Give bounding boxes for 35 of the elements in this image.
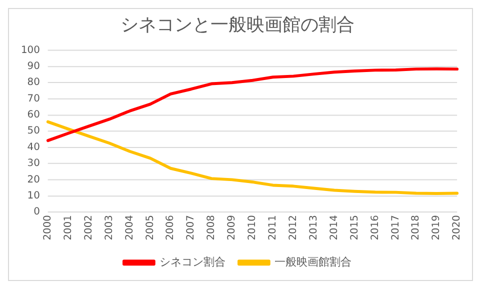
x-tick-label: 2017	[390, 215, 402, 240]
x-tick-label: 2019	[431, 215, 442, 240]
y-tick-label: 10	[27, 190, 40, 202]
x-tick-label: 2018	[410, 215, 422, 240]
x-tick-label: 2004	[124, 215, 136, 240]
x-tick-label: 2002	[83, 215, 94, 240]
legend-label: 一般映画館割合	[274, 255, 352, 268]
x-tick-label: 2007	[186, 215, 197, 240]
y-tick-label: 90	[27, 61, 40, 72]
x-tick-label: 2010	[247, 215, 258, 240]
x-tick-label: 2012	[288, 215, 299, 240]
x-tick-label: 2016	[370, 215, 381, 240]
y-tick-label: 70	[27, 93, 40, 104]
y-tick-label: 50	[27, 126, 40, 137]
legend-label: シネコン割合	[159, 255, 226, 268]
x-tick-label: 2001	[62, 215, 74, 240]
x-tick-label: 2011	[268, 215, 279, 240]
chart-title: シネコンと一般映画館の割合	[120, 14, 355, 36]
x-tick-label: 2014	[328, 215, 340, 240]
x-tick-label: 2015	[349, 215, 360, 240]
x-tick-label: 2003	[104, 215, 115, 240]
x-tick-label: 2005	[144, 215, 156, 240]
y-tick-label: 30	[27, 158, 40, 170]
y-tick-label: 100	[20, 44, 40, 56]
y-tick-label: 80	[27, 77, 40, 88]
x-tick-label: 2006	[165, 215, 176, 240]
x-tick-label: 2000	[42, 215, 54, 240]
y-tick-label: 20	[27, 174, 40, 186]
y-tick-label: 0	[34, 206, 40, 218]
x-tick-label: 2020	[452, 215, 463, 240]
x-tick-label: 2013	[308, 215, 320, 240]
x-tick-label: 2009	[226, 215, 238, 240]
y-tick-label: 60	[27, 110, 40, 121]
x-tick-label: 2008	[206, 215, 218, 240]
y-tick-label: 40	[27, 142, 40, 153]
